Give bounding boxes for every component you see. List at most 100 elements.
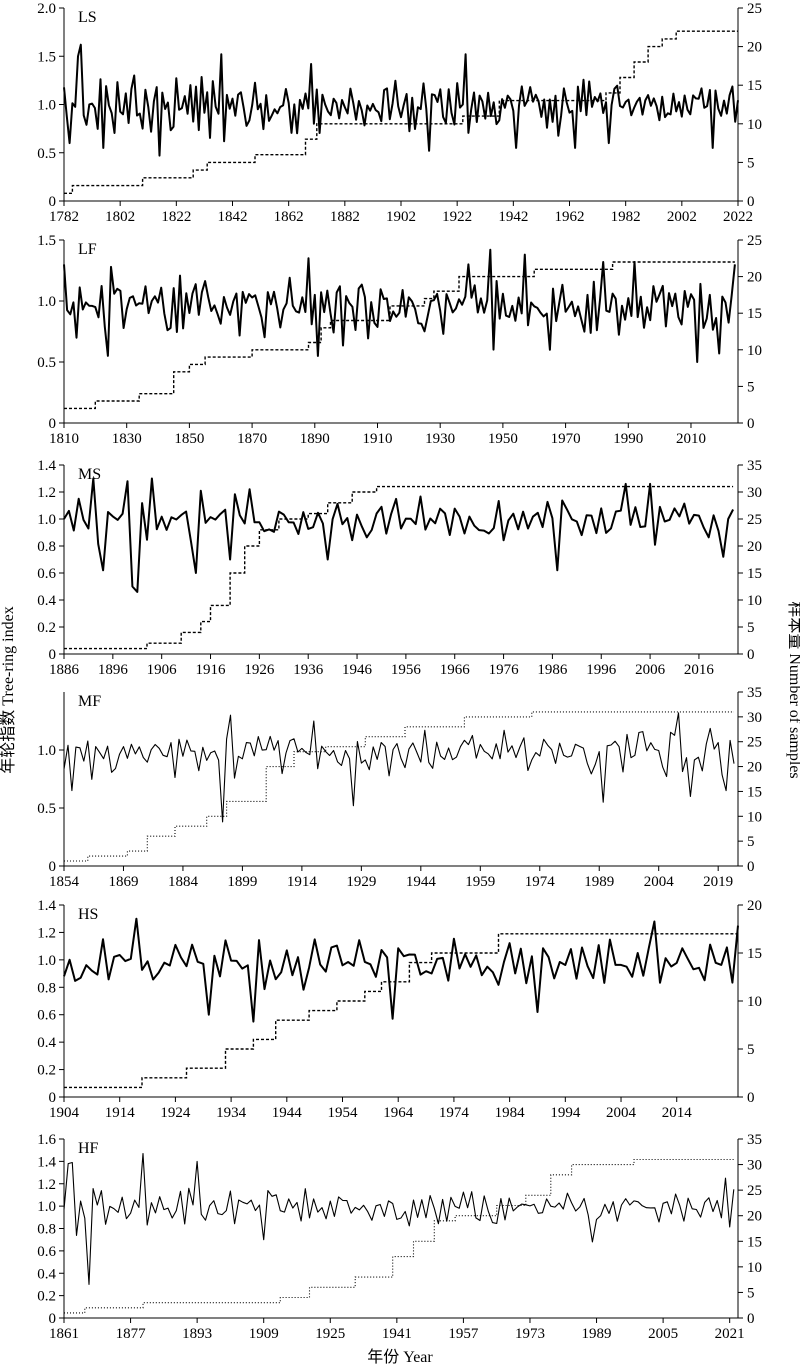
x-tick-label: 1830 [112,431,142,447]
right-tick-label: 30 [747,710,762,726]
right-tick-label: 20 [747,270,762,286]
right-tick-label: 5 [747,834,755,850]
right-tick-label: 30 [747,1158,762,1174]
x-tick-label: 1936 [293,662,324,678]
x-tick-label: 1782 [49,209,79,225]
x-tick-label: 1906 [147,662,178,678]
left-tick-label: 1.5 [37,233,56,249]
right-tick-label: 20 [747,539,762,555]
x-tick-label: 2019 [703,874,733,890]
x-tick-label: 1962 [555,209,585,225]
tree-ring-index-line [63,917,739,1023]
x-tick-label: 1870 [237,431,267,447]
x-tick-label: 1909 [249,1326,279,1342]
x-tick-label: 1956 [391,662,422,678]
x-tick-label: 2005 [648,1326,678,1342]
right-tick-label: 0 [747,1311,755,1327]
left-tick-label: 0.5 [37,146,56,162]
x-tick-label: 2021 [715,1326,745,1342]
left-tick-label: 0 [49,859,57,875]
right-tick-label: 5 [747,1285,755,1301]
x-tick-label: 1882 [330,209,360,225]
x-tick-label: 1966 [440,662,471,678]
left-tick-label: 1.5 [37,49,56,65]
panel-hs: HS 1904 1914 1924 1934 1944 1954 1964 1974 1984 19… [37,898,762,1121]
right-tick-label: 10 [747,117,762,133]
left-tick-label: 1.4 [37,898,56,914]
right-tick-label: 10 [747,343,762,359]
left-tick-label: 0.4 [37,1266,56,1282]
sample-size-line [64,30,738,194]
right-tick-label: 15 [747,566,762,582]
tree-ring-index-line [63,1152,735,1285]
right-tick-label: 0 [747,859,755,875]
sample-size-line [64,1158,734,1314]
right-tick-label: 25 [747,1183,762,1199]
left-tick-label: 0 [49,647,57,663]
x-tick-label: 1930 [425,431,455,447]
x-tick-label: 1899 [227,874,257,890]
panel-label: HF [78,1140,99,1157]
right-tick-label: 5 [747,620,755,636]
panel-label: LS [78,9,97,26]
right-tick-label: 0 [747,647,755,663]
left-tick-label: 2.0 [37,1,56,17]
x-tick-label: 1822 [161,209,191,225]
x-tick-label: 1893 [182,1326,212,1342]
panel-mf: MF 1854 1869 1884 1899 1914 1929 1944 1959 1974 19… [37,685,762,890]
right-tick-label: 10 [747,809,762,825]
x-tick-label: 2010 [676,431,706,447]
x-tick-label: 1990 [613,431,643,447]
x-tick-label: 1941 [382,1326,412,1342]
right-tick-label: 25 [747,735,762,751]
x-tick-label: 1976 [489,662,520,678]
tree-ring-index-line [63,248,736,363]
left-tick-label: 0 [49,1311,57,1327]
x-tick-label: 1994 [550,1105,581,1121]
x-tick-label: 1842 [218,209,248,225]
x-tick-label: 1982 [611,209,641,225]
x-tick-label: 1910 [362,431,392,447]
left-tick-label: 1.6 [37,1132,56,1148]
x-tick-label: 2022 [723,209,753,225]
right-tick-label: 10 [747,994,762,1010]
left-tick-label: 1.4 [37,1154,56,1170]
left-tick-label: 0.8 [37,980,56,996]
left-tick-label: 0.2 [37,620,56,636]
panel-ls: LS 1782 1802 1822 1842 1862 1882 1902 1922 1942 19… [37,1,762,225]
panel-ms: MS 1886 1896 1906 1916 1926 1936 1946 1956 1966 19… [37,458,762,678]
right-tick-label: 5 [747,379,755,395]
right-tick-label: 20 [747,40,762,56]
x-tick-label: 2006 [635,662,666,678]
left-tick-label: 0 [49,194,57,210]
left-tick-label: 1.2 [37,485,56,501]
right-tick-label: 35 [747,1132,762,1148]
right-tick-label: 20 [747,1209,762,1225]
right-tick-label: 25 [747,233,762,249]
right-y-axis-label: 样本量 Number of samples [786,601,800,778]
x-tick-label: 1959 [465,874,495,890]
left-tick-label: 0.4 [37,593,56,609]
x-tick-label: 1974 [439,1105,470,1121]
right-tick-label: 30 [747,485,762,501]
x-tick-label: 1850 [174,431,204,447]
sample-size-line [64,711,734,862]
x-tick-label: 1946 [342,662,373,678]
x-tick-label: 1944 [272,1105,303,1121]
x-tick-label: 1861 [49,1326,79,1342]
left-tick-label: 1.4 [37,458,56,474]
x-tick-label: 1944 [406,874,437,890]
panel-label: HS [78,906,98,923]
x-tick-label: 1810 [49,431,79,447]
right-tick-label: 15 [747,306,762,322]
sample-size-line [64,933,738,1089]
x-tick-label: 1884 [168,874,199,890]
x-tick-label: 1877 [116,1326,147,1342]
left-tick-label: 0.2 [37,1289,56,1305]
x-tick-label: 1896 [98,662,129,678]
x-tick-label: 1974 [525,874,556,890]
right-tick-label: 15 [747,946,762,962]
panel-hf: HF 1861 1877 1893 1909 1925 1941 1957 1973 1989 20… [37,1132,762,1342]
right-tick-label: 5 [747,1042,755,1058]
right-tick-label: 15 [747,784,762,800]
